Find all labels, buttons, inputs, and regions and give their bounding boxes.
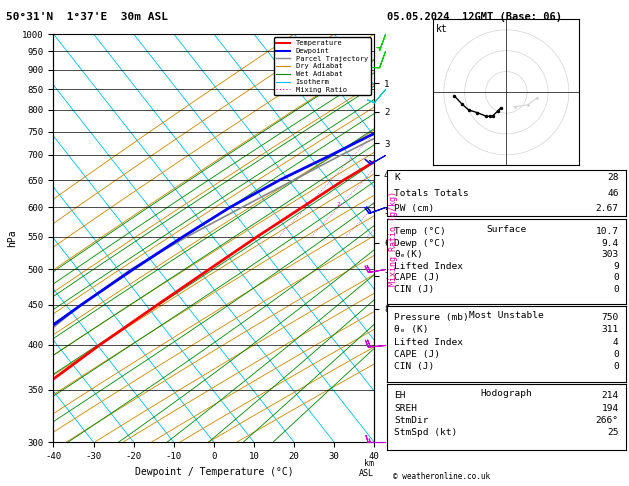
Text: K: K [394, 174, 400, 182]
Text: 266°: 266° [596, 416, 619, 425]
Text: θₑ(K): θₑ(K) [394, 250, 423, 259]
Text: θₑ (K): θₑ (K) [394, 325, 428, 334]
Text: 0: 0 [613, 363, 619, 371]
Text: CAPE (J): CAPE (J) [394, 350, 440, 359]
Text: 194: 194 [601, 403, 619, 413]
Text: Lifted Index: Lifted Index [394, 262, 463, 271]
Text: Totals Totals: Totals Totals [394, 189, 469, 198]
Text: StmDir: StmDir [394, 416, 428, 425]
Text: 311: 311 [601, 325, 619, 334]
Text: Lifted Index: Lifted Index [394, 338, 463, 347]
Text: 750: 750 [601, 313, 619, 322]
Text: PW (cm): PW (cm) [394, 204, 434, 213]
Text: EH: EH [394, 391, 406, 400]
Text: 0: 0 [613, 350, 619, 359]
Text: CAPE (J): CAPE (J) [394, 274, 440, 282]
X-axis label: Dewpoint / Temperature (°C): Dewpoint / Temperature (°C) [135, 467, 293, 477]
Text: 0: 0 [613, 285, 619, 294]
Text: 46: 46 [607, 189, 619, 198]
Text: 4: 4 [613, 338, 619, 347]
Text: 303: 303 [601, 250, 619, 259]
Text: StmSpd (kt): StmSpd (kt) [394, 428, 457, 437]
Text: Temp (°C): Temp (°C) [394, 227, 446, 236]
Text: 9: 9 [613, 262, 619, 271]
Text: © weatheronline.co.uk: © weatheronline.co.uk [393, 472, 490, 481]
Text: 28: 28 [607, 174, 619, 182]
Text: kt: kt [437, 24, 448, 34]
Text: km
ASL: km ASL [359, 459, 374, 478]
Text: 05.05.2024  12GMT (Base: 06): 05.05.2024 12GMT (Base: 06) [387, 12, 562, 22]
Text: 1: 1 [304, 202, 308, 207]
Text: Surface: Surface [486, 225, 526, 234]
Legend: Temperature, Dewpoint, Parcel Trajectory, Dry Adiabat, Wet Adiabat, Isotherm, Mi: Temperature, Dewpoint, Parcel Trajectory… [274, 37, 370, 95]
Text: CIN (J): CIN (J) [394, 363, 434, 371]
Text: 50°31'N  1°37'E  30m ASL: 50°31'N 1°37'E 30m ASL [6, 12, 169, 22]
Text: Dewp (°C): Dewp (°C) [394, 239, 446, 247]
Text: 10.7: 10.7 [596, 227, 619, 236]
Y-axis label: hPa: hPa [7, 229, 17, 247]
Text: Most Unstable: Most Unstable [469, 312, 543, 320]
Text: CIN (J): CIN (J) [394, 285, 434, 294]
Text: LCL: LCL [400, 436, 414, 445]
Text: 25: 25 [607, 428, 619, 437]
Text: 4: 4 [372, 202, 376, 207]
Text: 0: 0 [613, 274, 619, 282]
Text: 2.67: 2.67 [596, 204, 619, 213]
Text: Pressure (mb): Pressure (mb) [394, 313, 469, 322]
Text: 2: 2 [337, 202, 340, 207]
Text: Mixing Ratio (g/kg): Mixing Ratio (g/kg) [389, 191, 398, 286]
Text: 214: 214 [601, 391, 619, 400]
Text: Hodograph: Hodograph [481, 388, 532, 398]
Text: SREH: SREH [394, 403, 417, 413]
Text: 9.4: 9.4 [601, 239, 619, 247]
